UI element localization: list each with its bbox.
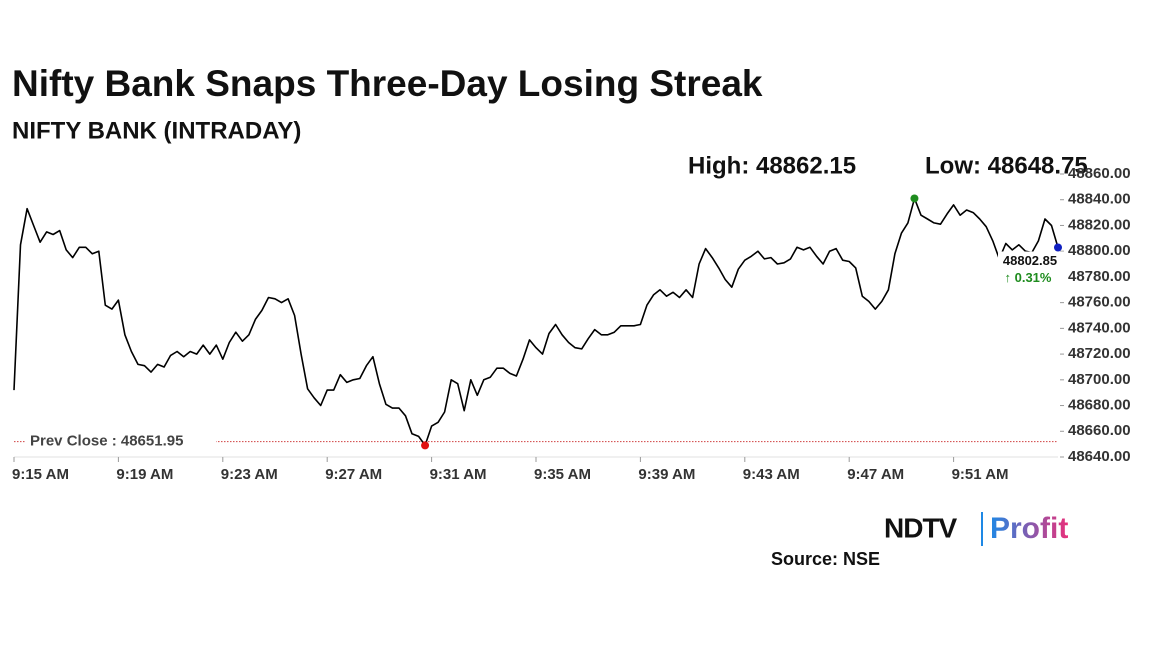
x-tick-label: 9:23 AM — [221, 466, 278, 483]
x-tick-label: 9:39 AM — [638, 466, 695, 483]
x-tick-label: 9:31 AM — [430, 466, 487, 483]
low-marker — [421, 441, 430, 450]
high-label: High: 48862.15 — [688, 152, 856, 179]
y-tick-label: 48780.00 — [1068, 268, 1131, 285]
y-tick-label: 48760.00 — [1068, 294, 1131, 311]
reference-label: Prev Close : 48651.95 — [30, 433, 183, 450]
x-tick-label: 9:35 AM — [534, 466, 591, 483]
y-tick-label: 48700.00 — [1068, 371, 1131, 388]
last-value-label: 48802.85 — [1003, 253, 1057, 268]
logo-left: NDTV — [884, 512, 958, 543]
low-label: Low: 48648.75 — [925, 152, 1088, 179]
y-tick-label: 48800.00 — [1068, 242, 1131, 259]
source: Source: NSE — [771, 549, 880, 569]
chart-subtitle: NIFTY BANK (INTRADAY) — [12, 117, 301, 144]
chart-title: Nifty Bank Snaps Three-Day Losing Streak — [12, 63, 763, 104]
x-tick-label: 9:51 AM — [952, 466, 1009, 483]
y-tick-label: 48720.00 — [1068, 345, 1131, 362]
y-tick-label: 48860.00 — [1068, 165, 1131, 182]
x-tick-label: 9:43 AM — [743, 466, 800, 483]
y-tick-label: 48820.00 — [1068, 216, 1131, 233]
x-tick-label: 9:47 AM — [847, 466, 904, 483]
y-tick-label: 48680.00 — [1068, 397, 1131, 414]
reference-label-bg — [26, 431, 216, 452]
change-label: ↑ 0.31% — [1005, 270, 1052, 285]
y-tick-label: 48840.00 — [1068, 191, 1131, 208]
y-tick-label: 48740.00 — [1068, 319, 1131, 336]
logo-right: Profit — [990, 512, 1068, 545]
x-tick-label: 9:27 AM — [325, 466, 382, 483]
last-marker — [1054, 243, 1062, 252]
x-tick-label: 9:15 AM — [12, 466, 69, 483]
y-tick-label: 48660.00 — [1068, 422, 1131, 439]
last-label-bg — [998, 251, 1064, 288]
x-tick-label: 9:19 AM — [116, 466, 173, 483]
high-marker — [910, 194, 919, 203]
y-tick-label: 48640.00 — [1068, 448, 1131, 465]
price-line — [13, 197, 1059, 447]
